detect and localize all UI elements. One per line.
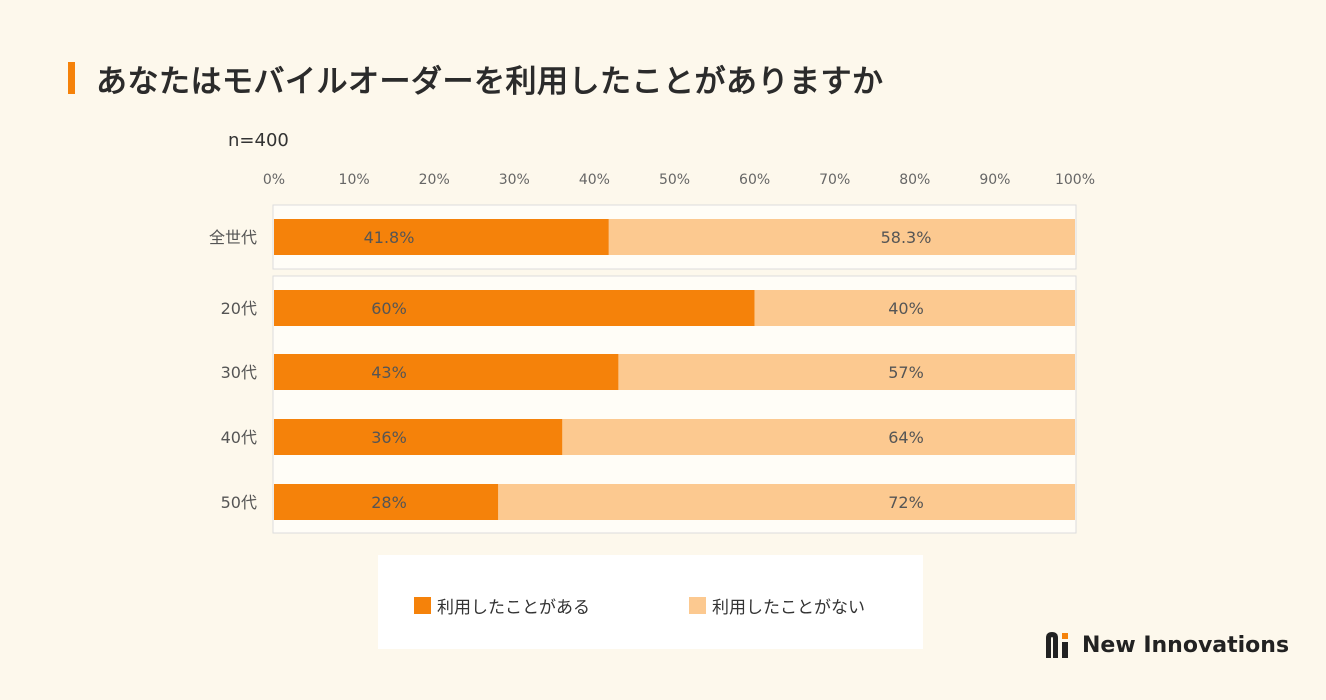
legend-swatch-not-used xyxy=(689,597,706,614)
legend-item-used: 利用したことがある xyxy=(414,593,590,618)
category-label: 50代 xyxy=(221,493,257,512)
sample-size-label: n=400 xyxy=(228,130,289,151)
data-label: 58.3% xyxy=(881,228,932,247)
logo-text: New Innovations xyxy=(1082,632,1290,658)
legend-label-not-used: 利用したことがない xyxy=(712,598,865,618)
title-accent-bar xyxy=(68,62,75,94)
x-axis-ticks: 0% 10% 20% 30% 40% 50% 60% 70% 80% 90% 100% xyxy=(263,172,1095,188)
bar-segment xyxy=(562,419,1075,455)
data-label: 28% xyxy=(371,493,407,512)
bar-segment xyxy=(274,419,563,455)
data-label: 60% xyxy=(371,299,407,318)
category-label: 20代 xyxy=(221,299,257,318)
category-label: 40代 xyxy=(221,428,257,447)
bar-segment xyxy=(498,484,1075,520)
x-tick-label: 10% xyxy=(339,172,370,188)
bar-segment xyxy=(274,354,619,390)
x-tick-label: 30% xyxy=(499,172,530,188)
data-labels: 41.8% 58.3% 60% 40% 43% 57% 36% 64% 28% 72% xyxy=(364,228,932,512)
x-tick-label: 0% xyxy=(263,172,285,188)
brand-logo: New Innovations xyxy=(1044,630,1289,660)
x-tick-label: 50% xyxy=(659,172,690,188)
chart-title: あなたはモバイルオーダーを利用したことがありますか xyxy=(96,64,884,100)
x-tick-label: 60% xyxy=(739,172,770,188)
legend-swatch-used xyxy=(414,597,431,614)
data-label: 72% xyxy=(888,493,924,512)
x-tick-label: 90% xyxy=(979,172,1010,188)
bar-segment xyxy=(274,290,755,326)
legend-label-used: 利用したことがある xyxy=(437,598,590,618)
new-innovations-logo-icon xyxy=(1046,632,1068,658)
data-label: 41.8% xyxy=(364,228,415,247)
data-label: 43% xyxy=(371,363,407,382)
x-tick-label: 40% xyxy=(579,172,610,188)
bar-segment xyxy=(754,290,1075,326)
x-tick-label: 100% xyxy=(1055,172,1095,188)
bar-segment xyxy=(608,219,1075,255)
legend: 利用したことがある 利用したことがない xyxy=(378,555,923,649)
legend-item-not-used: 利用したことがない xyxy=(689,593,865,618)
data-label: 57% xyxy=(888,363,924,382)
bar-segment xyxy=(618,354,1075,390)
x-tick-label: 70% xyxy=(819,172,850,188)
data-label: 40% xyxy=(888,299,924,318)
bars xyxy=(274,219,1075,520)
category-label: 30代 xyxy=(221,363,257,382)
x-tick-label: 20% xyxy=(419,172,450,188)
category-labels: 全世代 20代 30代 40代 50代 xyxy=(209,228,257,512)
bar-segment xyxy=(274,219,609,255)
data-label: 64% xyxy=(888,428,924,447)
category-label: 全世代 xyxy=(209,228,257,247)
data-label: 36% xyxy=(371,428,407,447)
x-tick-label: 80% xyxy=(899,172,930,188)
bar-segment xyxy=(274,484,499,520)
